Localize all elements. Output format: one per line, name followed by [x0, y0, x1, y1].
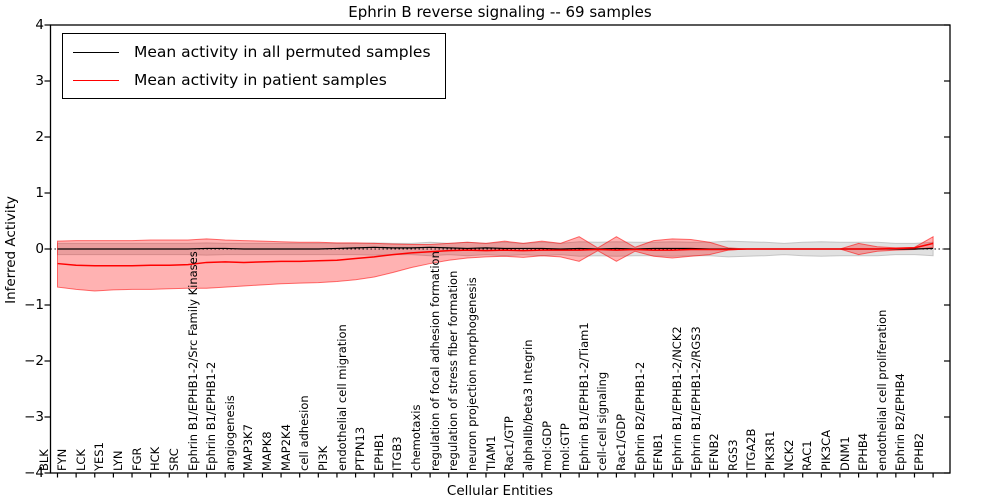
legend-item-patient: Mean activity in patient samples: [73, 66, 431, 94]
x-tick-label: Ephrin B1/EPHB1-2/NCK2: [669, 326, 684, 471]
x-tick-label: NCK2: [781, 439, 796, 472]
x-tick-label: YES1: [92, 442, 107, 471]
x-tick-label: Ephrin B1/EPHB1-2/RGS3: [688, 326, 703, 471]
x-tick-label: chemotaxis: [409, 404, 424, 471]
x-tick-label: endothelial cell proliferation: [874, 309, 889, 471]
x-tick-label: PIK3R1: [763, 430, 778, 472]
y-tick-label: 4: [35, 17, 44, 33]
x-tick-label: Ephrin B1/EPHB1-2/Src Family Kinases: [185, 251, 200, 471]
x-tick-label: FYN: [55, 448, 70, 471]
x-tick-label: cell adhesion: [297, 395, 312, 471]
x-tick-label: cell-cell signaling: [595, 371, 610, 471]
x-tick-label: alphaIIb/beta3 Integrin: [520, 339, 535, 471]
x-tick-label: Rac1/GTP: [502, 416, 517, 471]
legend-label-permuted: Mean activity in all permuted samples: [134, 43, 431, 61]
x-tick-label: LCK: [73, 449, 88, 471]
x-tick-label: MAPK8: [260, 431, 275, 471]
x-tick-label: angiogenesis: [222, 395, 237, 471]
legend-label-patient: Mean activity in patient samples: [134, 71, 387, 89]
x-tick-label: mol:GDP: [539, 420, 554, 471]
x-tick-label: ITGA2B: [744, 428, 759, 471]
y-tick-label: 2: [35, 129, 44, 145]
legend-line-sample-black: [73, 51, 119, 53]
x-tick-label: PIK3CA: [818, 429, 833, 471]
x-tick-label: EFNB1: [651, 433, 666, 471]
x-tick-label: PTPN13: [353, 426, 368, 471]
y-tick-label: −3: [24, 409, 44, 425]
y-tick-label: 3: [35, 73, 44, 89]
patient-mean-line: [57, 242, 934, 267]
x-tick-label: EFNB2: [707, 433, 722, 471]
x-tick-label: SRC: [166, 448, 181, 471]
x-tick-label: Ephrin B2/EPHB4: [893, 373, 908, 471]
legend-line-sample-red: [73, 79, 119, 81]
x-axis-label: Cellular Entities: [446, 483, 554, 499]
x-tick-label: regulation of focal adhesion formation: [427, 251, 442, 471]
x-tick-label: Ephrin B1/EPHB1-2/Tiam1: [576, 322, 591, 471]
x-tick-label: endothelial cell migration: [334, 324, 349, 471]
x-tick-label: DNM1: [837, 436, 852, 471]
x-tick-label: RGS3: [725, 439, 740, 471]
x-tick-label: EPHB1: [371, 432, 386, 471]
x-tick-label: regulation of stress fiber formation: [446, 270, 461, 471]
x-tick-label: TIAM1: [483, 435, 498, 471]
y-tick-label: −1: [24, 297, 44, 313]
x-tick-label: Ephrin B1/EPHB1-2: [204, 361, 219, 471]
x-tick-label: EPHB2: [912, 432, 927, 471]
x-tick-label: EPHB4: [856, 432, 871, 471]
chart-title: Ephrin B reverse signaling -- 69 samples: [348, 3, 652, 21]
y-tick-label: 1: [35, 185, 44, 201]
legend: Mean activity in all permuted samples Me…: [62, 33, 446, 99]
y-tick-label: 0: [35, 241, 44, 257]
x-tick-label: Ephrin B2/EPHB1-2: [632, 361, 647, 471]
x-tick-label: mol:GTP: [558, 423, 573, 471]
x-tick-label: ITGB3: [390, 436, 405, 471]
x-tick-label: PI3K: [315, 445, 330, 471]
x-tick-label: MAP3K7: [241, 424, 256, 471]
x-tick-label: LYN: [111, 450, 126, 471]
legend-item-permuted: Mean activity in all permuted samples: [73, 38, 431, 66]
y-tick-label: −4: [24, 465, 44, 481]
x-tick-label: MAP2K4: [278, 424, 293, 471]
x-tick-label: neuron projection morphogenesis: [464, 277, 479, 471]
x-tick-label: FGR: [129, 447, 144, 471]
x-tick-label: RAC1: [800, 440, 815, 471]
x-tick-label: HCK: [148, 446, 163, 471]
y-tick-label: −2: [24, 353, 44, 369]
x-tick-label: BLK: [36, 449, 51, 471]
x-tick-label: Rac1/GDP: [614, 413, 629, 471]
